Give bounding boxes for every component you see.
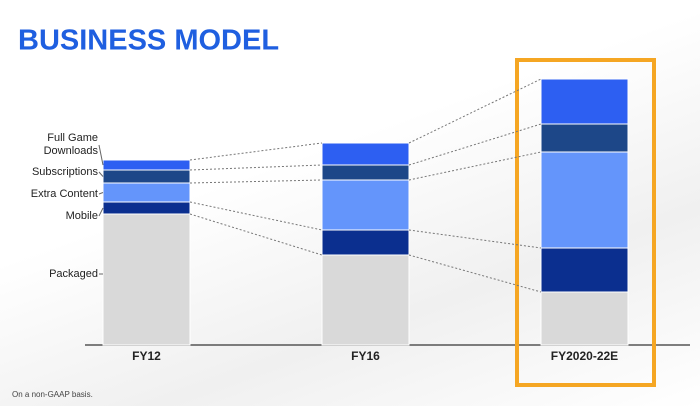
connector	[408, 123, 542, 166]
bar-segment	[540, 291, 629, 346]
bar-segment	[102, 169, 191, 184]
legend-leader	[98, 171, 104, 177]
highlight-box	[515, 58, 656, 387]
bar-segment	[540, 151, 629, 249]
bar-segment	[540, 247, 629, 293]
legend-label: Mobile	[65, 209, 98, 222]
bar-segment	[102, 159, 191, 171]
connector	[189, 213, 323, 256]
bar-segment	[321, 142, 410, 166]
connector	[189, 179, 323, 184]
bar-segment	[321, 164, 410, 181]
connector	[408, 151, 542, 181]
connector	[189, 142, 323, 161]
legend-leader	[98, 144, 104, 166]
legend-leader	[98, 192, 104, 195]
connector	[189, 201, 323, 231]
connector	[408, 254, 542, 293]
connector	[408, 78, 542, 144]
legend-label: Subscriptions	[31, 165, 98, 178]
bar-segment	[321, 229, 410, 256]
bar-segment	[540, 123, 629, 153]
chart-title: BUSINESS MODEL	[18, 25, 279, 57]
x-tick-label: FY12	[132, 349, 161, 363]
bar-segment	[540, 78, 629, 125]
footnote: On a non-GAAP basis.	[12, 390, 93, 399]
connector	[408, 229, 542, 249]
bar-segment	[102, 201, 191, 215]
bar-segment	[321, 179, 410, 231]
bar-segment	[102, 182, 191, 203]
connector	[189, 164, 323, 171]
legend-leader	[98, 207, 104, 217]
bar-segment	[102, 213, 191, 346]
bar-segment	[321, 254, 410, 346]
legend-label: Extra Content	[30, 187, 98, 200]
x-tick-label: FY2020-22E	[551, 349, 618, 363]
legend-label: Packaged	[49, 267, 98, 280]
x-tick-label: FY16	[351, 349, 380, 363]
legend-label: Full Game Downloads	[43, 132, 98, 157]
